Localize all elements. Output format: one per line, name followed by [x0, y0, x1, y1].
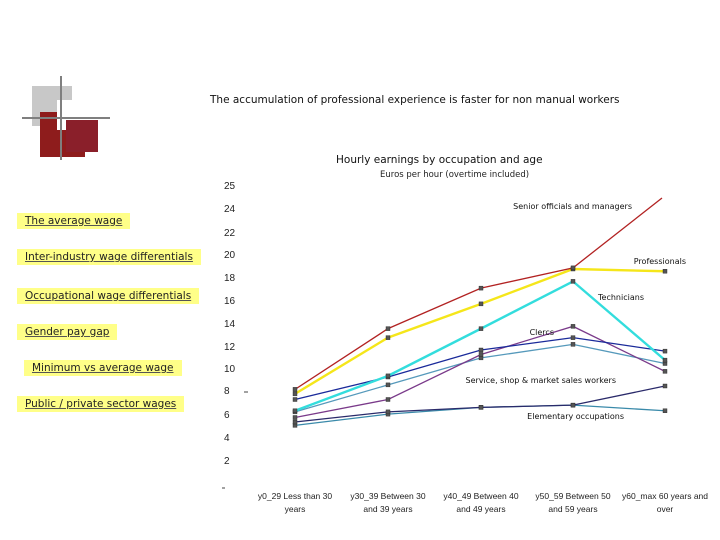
data-point	[385, 335, 391, 340]
y-tick-label: 25	[224, 181, 236, 192]
y-tick-label: 6	[224, 410, 230, 421]
y-tick-label: 14	[224, 319, 236, 330]
data-point	[662, 348, 668, 354]
y-tick-label: 10	[224, 364, 236, 375]
x-tick-label: over	[657, 504, 674, 514]
nav-link-label: The average wage	[25, 215, 123, 227]
nav-link-public-private[interactable]: Public / private sector wages	[17, 396, 185, 412]
nav-link-label: Public / private sector wages	[25, 398, 177, 410]
nav-link-label: Occupational wage differentials	[25, 290, 192, 302]
data-point	[478, 405, 484, 410]
series-label: Senior officials and managers	[513, 202, 632, 211]
data-point	[292, 397, 298, 402]
x-tick-label: y30_39 Between 30	[350, 491, 425, 501]
data-point	[385, 382, 391, 388]
y-tick-label: 18	[224, 273, 236, 284]
x-tick-label: y50_59 Between 50	[535, 491, 610, 501]
data-point	[478, 285, 484, 291]
slide-title: The accumulation of professional experie…	[210, 94, 620, 106]
x-tick-label: y60_max 60 years and	[622, 491, 708, 501]
data-point	[385, 326, 391, 331]
series-label: Service, shop & market sales workers	[466, 376, 617, 385]
data-point	[662, 383, 668, 389]
y-tick-label: 4	[224, 433, 230, 444]
nav-link-label: Minimum vs average wage	[32, 362, 174, 374]
data-point	[292, 415, 298, 420]
data-point	[570, 342, 576, 347]
data-point	[292, 408, 298, 413]
data-point	[478, 352, 484, 357]
nav-link-occupational[interactable]: Occupational wage differentials	[17, 288, 200, 304]
chart-subtitle: Euros per hour (overtime included)	[380, 170, 530, 180]
y-tick-label: 16	[224, 296, 236, 307]
y-tick-label: 24	[224, 204, 236, 215]
x-tick-label: years	[285, 504, 306, 514]
series-label: Professionals	[634, 257, 686, 266]
data-point	[478, 301, 484, 307]
data-point	[570, 324, 576, 329]
data-point	[570, 279, 576, 284]
data-point	[478, 326, 484, 331]
data-point	[292, 391, 298, 397]
x-tick-label: y40_49 Between 40	[443, 491, 518, 501]
data-point	[570, 265, 576, 271]
y-tick-label: 12	[224, 342, 236, 353]
y-tick-label: 20	[224, 250, 236, 261]
data-point	[662, 408, 668, 413]
y-tick-label: 2	[224, 456, 230, 467]
data-point	[385, 397, 391, 402]
data-point	[662, 269, 668, 274]
data-point	[570, 335, 576, 340]
decor-line-horizontal	[22, 117, 110, 119]
nav-link-label: Inter-industry wage differentials	[25, 251, 193, 263]
data-point	[570, 402, 576, 408]
y-tick-label: 22	[224, 228, 236, 239]
series-line	[294, 325, 666, 419]
data-point	[385, 373, 391, 379]
x-tick-label: and 49 years	[456, 504, 505, 514]
series-label: Clercs	[530, 328, 554, 337]
nav-link-minimum-wage[interactable]: Minimum vs average wage	[24, 360, 182, 376]
data-point	[662, 369, 668, 374]
data-point	[662, 357, 668, 363]
data-point	[478, 347, 484, 353]
y-tick-label: 8	[224, 386, 230, 397]
x-tick-label: and 39 years	[363, 504, 412, 514]
x-tick-label: and 59 years	[548, 504, 597, 514]
chart-title: Hourly earnings by occupation and age	[336, 154, 543, 166]
nav-link-average-wage[interactable]: The average wage	[17, 213, 131, 229]
series-label: Elementary occupations	[527, 412, 624, 421]
series-label: Technicians	[597, 293, 644, 302]
nav-link-label: Gender pay gap	[25, 326, 110, 338]
nav-link-gender-pay-gap[interactable]: Gender pay gap	[17, 324, 118, 340]
data-point	[292, 387, 298, 392]
data-point	[385, 409, 391, 415]
x-tick-label: y0_29 Less than 30	[258, 491, 332, 501]
nav-link-inter-industry[interactable]: Inter-industry wage differentials	[17, 249, 201, 265]
data-point	[292, 419, 298, 425]
decor-square-wine	[66, 120, 98, 152]
